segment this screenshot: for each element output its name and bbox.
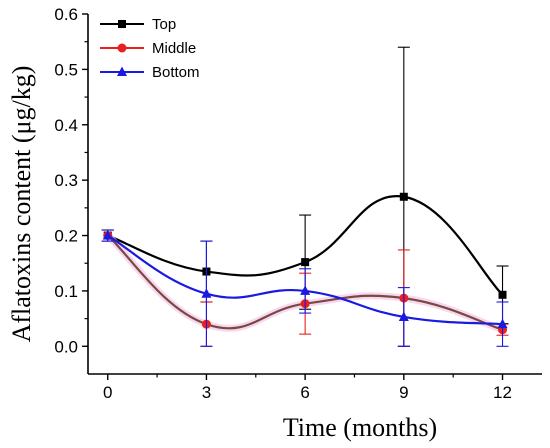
legend-marker — [117, 66, 127, 76]
y-tick-label: 0.4 — [54, 116, 78, 135]
y-tick-label: 0.0 — [54, 337, 78, 356]
data-point — [497, 318, 508, 329]
x-tick-label: 0 — [103, 383, 112, 402]
legend-label: Top — [152, 16, 176, 33]
data-point — [301, 258, 310, 267]
data-point — [399, 192, 408, 201]
legend-label: Bottom — [152, 64, 200, 81]
x-tick-label: 9 — [399, 383, 408, 402]
y-tick-label: 0.2 — [54, 227, 78, 246]
data-point — [300, 285, 311, 295]
series-line — [107, 195, 504, 296]
x-tick-label: 12 — [493, 383, 512, 402]
axes: 0 3 6 9 12 0.0 0.1 0.2 0.3 0.4 0.5 0.6 — [54, 5, 542, 402]
y-tick-label: 0.5 — [54, 60, 78, 79]
y-tick-label: 0.1 — [54, 282, 78, 301]
series-bottom — [101, 229, 509, 347]
legend-label: Middle — [152, 40, 196, 57]
x-tick-label: 3 — [202, 383, 211, 402]
x-tick-label: 6 — [300, 383, 309, 402]
y-tick-label: 0.6 — [54, 5, 78, 24]
y-tick-label: 0.3 — [54, 171, 78, 190]
x-axis-title: Time (months) — [283, 413, 437, 442]
data-point — [201, 288, 212, 298]
plot-area — [101, 46, 509, 347]
data-point — [398, 311, 409, 321]
legend: Top Middle Bottom — [100, 16, 200, 81]
data-point — [102, 230, 113, 240]
data-point — [498, 290, 507, 299]
legend-marker — [117, 43, 127, 53]
legend-marker — [118, 20, 126, 28]
y-axis-title: Aflatoxins content (μg/kg) — [7, 66, 36, 343]
